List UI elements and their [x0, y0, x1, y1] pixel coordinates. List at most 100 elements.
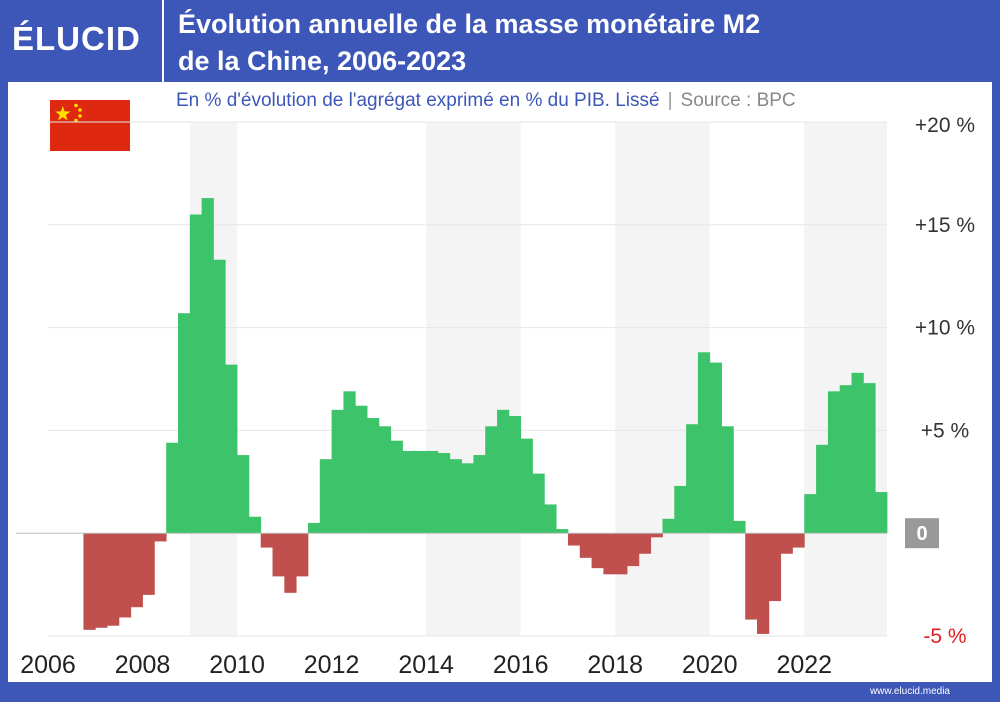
- bar: [485, 426, 498, 534]
- bar: [130, 533, 143, 608]
- bar: [307, 522, 321, 534]
- bar: [437, 453, 451, 534]
- bar: [745, 533, 758, 620]
- x-tick-label: 2020: [682, 651, 738, 679]
- bar: [248, 516, 262, 534]
- bar: [615, 533, 628, 575]
- bar: [319, 459, 333, 534]
- bar: [827, 391, 841, 534]
- bar: [839, 385, 852, 534]
- bar: [816, 444, 829, 534]
- bar: [792, 533, 805, 548]
- zero-badge: [905, 518, 939, 549]
- x-axis-ticks: 2006 2008 2010 2012 2014 2016 2018 2020 2022: [20, 651, 832, 679]
- source-text: Source : BPC: [680, 90, 796, 111]
- bar: [355, 405, 368, 534]
- bar: [237, 455, 250, 534]
- elucid-logo: ÉLUCID: [12, 20, 141, 57]
- bar: [780, 533, 793, 554]
- bar: [213, 259, 226, 534]
- bar: [166, 442, 179, 534]
- bar: [189, 214, 203, 534]
- chart-subtitle: En % d'évolution de l'agrégat exprimé en…: [176, 90, 796, 112]
- bar: [402, 450, 415, 534]
- x-tick-label: 2012: [304, 651, 360, 679]
- bar: [721, 426, 734, 534]
- x-tick-label: 2018: [587, 651, 643, 679]
- bar: [414, 450, 427, 534]
- bar: [851, 372, 864, 534]
- bar: [556, 529, 569, 534]
- bar: [603, 533, 616, 575]
- bar: [154, 533, 167, 542]
- x-tick-label: 2008: [115, 651, 171, 679]
- bar: [378, 426, 392, 534]
- bar: [390, 440, 403, 534]
- bar: [544, 504, 557, 534]
- header-divider: [162, 0, 164, 82]
- bar: [296, 533, 309, 577]
- y-tick-label: +10 %: [915, 317, 975, 340]
- bar: [733, 520, 746, 534]
- bar: [757, 533, 770, 634]
- x-tick-label: 2022: [776, 651, 832, 679]
- bar: [638, 533, 652, 554]
- bar: [591, 533, 604, 569]
- x-tick-label: 2006: [20, 651, 76, 679]
- bar: [697, 352, 711, 534]
- footer-bar: [0, 682, 1000, 702]
- shaded-band: [804, 122, 887, 636]
- bar: [709, 362, 722, 534]
- bar: [804, 494, 817, 534]
- bar: [461, 463, 474, 534]
- bar: [650, 533, 663, 538]
- x-tick-label: 2014: [398, 651, 454, 679]
- y-tick-label: +20 %: [915, 114, 975, 137]
- bar: [331, 409, 344, 534]
- bar: [260, 533, 273, 548]
- bar: [201, 198, 214, 534]
- bar: [768, 533, 782, 602]
- bar: [449, 459, 462, 534]
- shaded-band: [426, 122, 521, 636]
- bar: [177, 313, 191, 534]
- bar: [686, 424, 699, 534]
- china-flag-icon: [50, 100, 130, 151]
- bar: [367, 418, 380, 534]
- bar: [567, 533, 581, 546]
- bar: [118, 533, 132, 618]
- bar: [520, 438, 533, 534]
- bar: [662, 518, 675, 534]
- subtitle-text: En % d'évolution de l'agrégat exprimé en…: [176, 90, 660, 111]
- title-line-1: Évolution annuelle de la masse monétaire…: [178, 9, 761, 39]
- bar: [863, 383, 876, 534]
- bar: [579, 533, 592, 558]
- y-tick-label: 0: [916, 523, 927, 545]
- bar: [83, 533, 96, 630]
- title-line-2: de la Chine, 2006-2023: [178, 46, 467, 76]
- bar: [426, 450, 439, 534]
- bar: [532, 473, 545, 534]
- bar: [225, 364, 238, 534]
- bar: [284, 533, 297, 593]
- bars: [83, 198, 888, 634]
- x-tick-label: 2010: [209, 651, 265, 679]
- bar: [272, 533, 285, 577]
- subtitle-separator: |: [667, 90, 673, 111]
- y-axis-ticks: +20 % +15 % +10 % +5 % 0 -5 %: [905, 114, 975, 648]
- bar: [343, 391, 356, 534]
- bar: [142, 533, 155, 595]
- bar: [875, 492, 888, 534]
- bar: [497, 409, 510, 534]
- bar: [674, 485, 687, 534]
- bar: [508, 416, 522, 534]
- y-tick-label: -5 %: [923, 625, 966, 648]
- bar: [473, 455, 486, 534]
- bar: [95, 533, 108, 628]
- site-url: www.elucid.media: [869, 686, 950, 697]
- bar: [627, 533, 640, 567]
- china-flag-stars: [55, 103, 82, 123]
- chart-title: Évolution annuelle de la masse monétaire…: [178, 6, 978, 80]
- y-tick-label: +15 %: [915, 214, 975, 237]
